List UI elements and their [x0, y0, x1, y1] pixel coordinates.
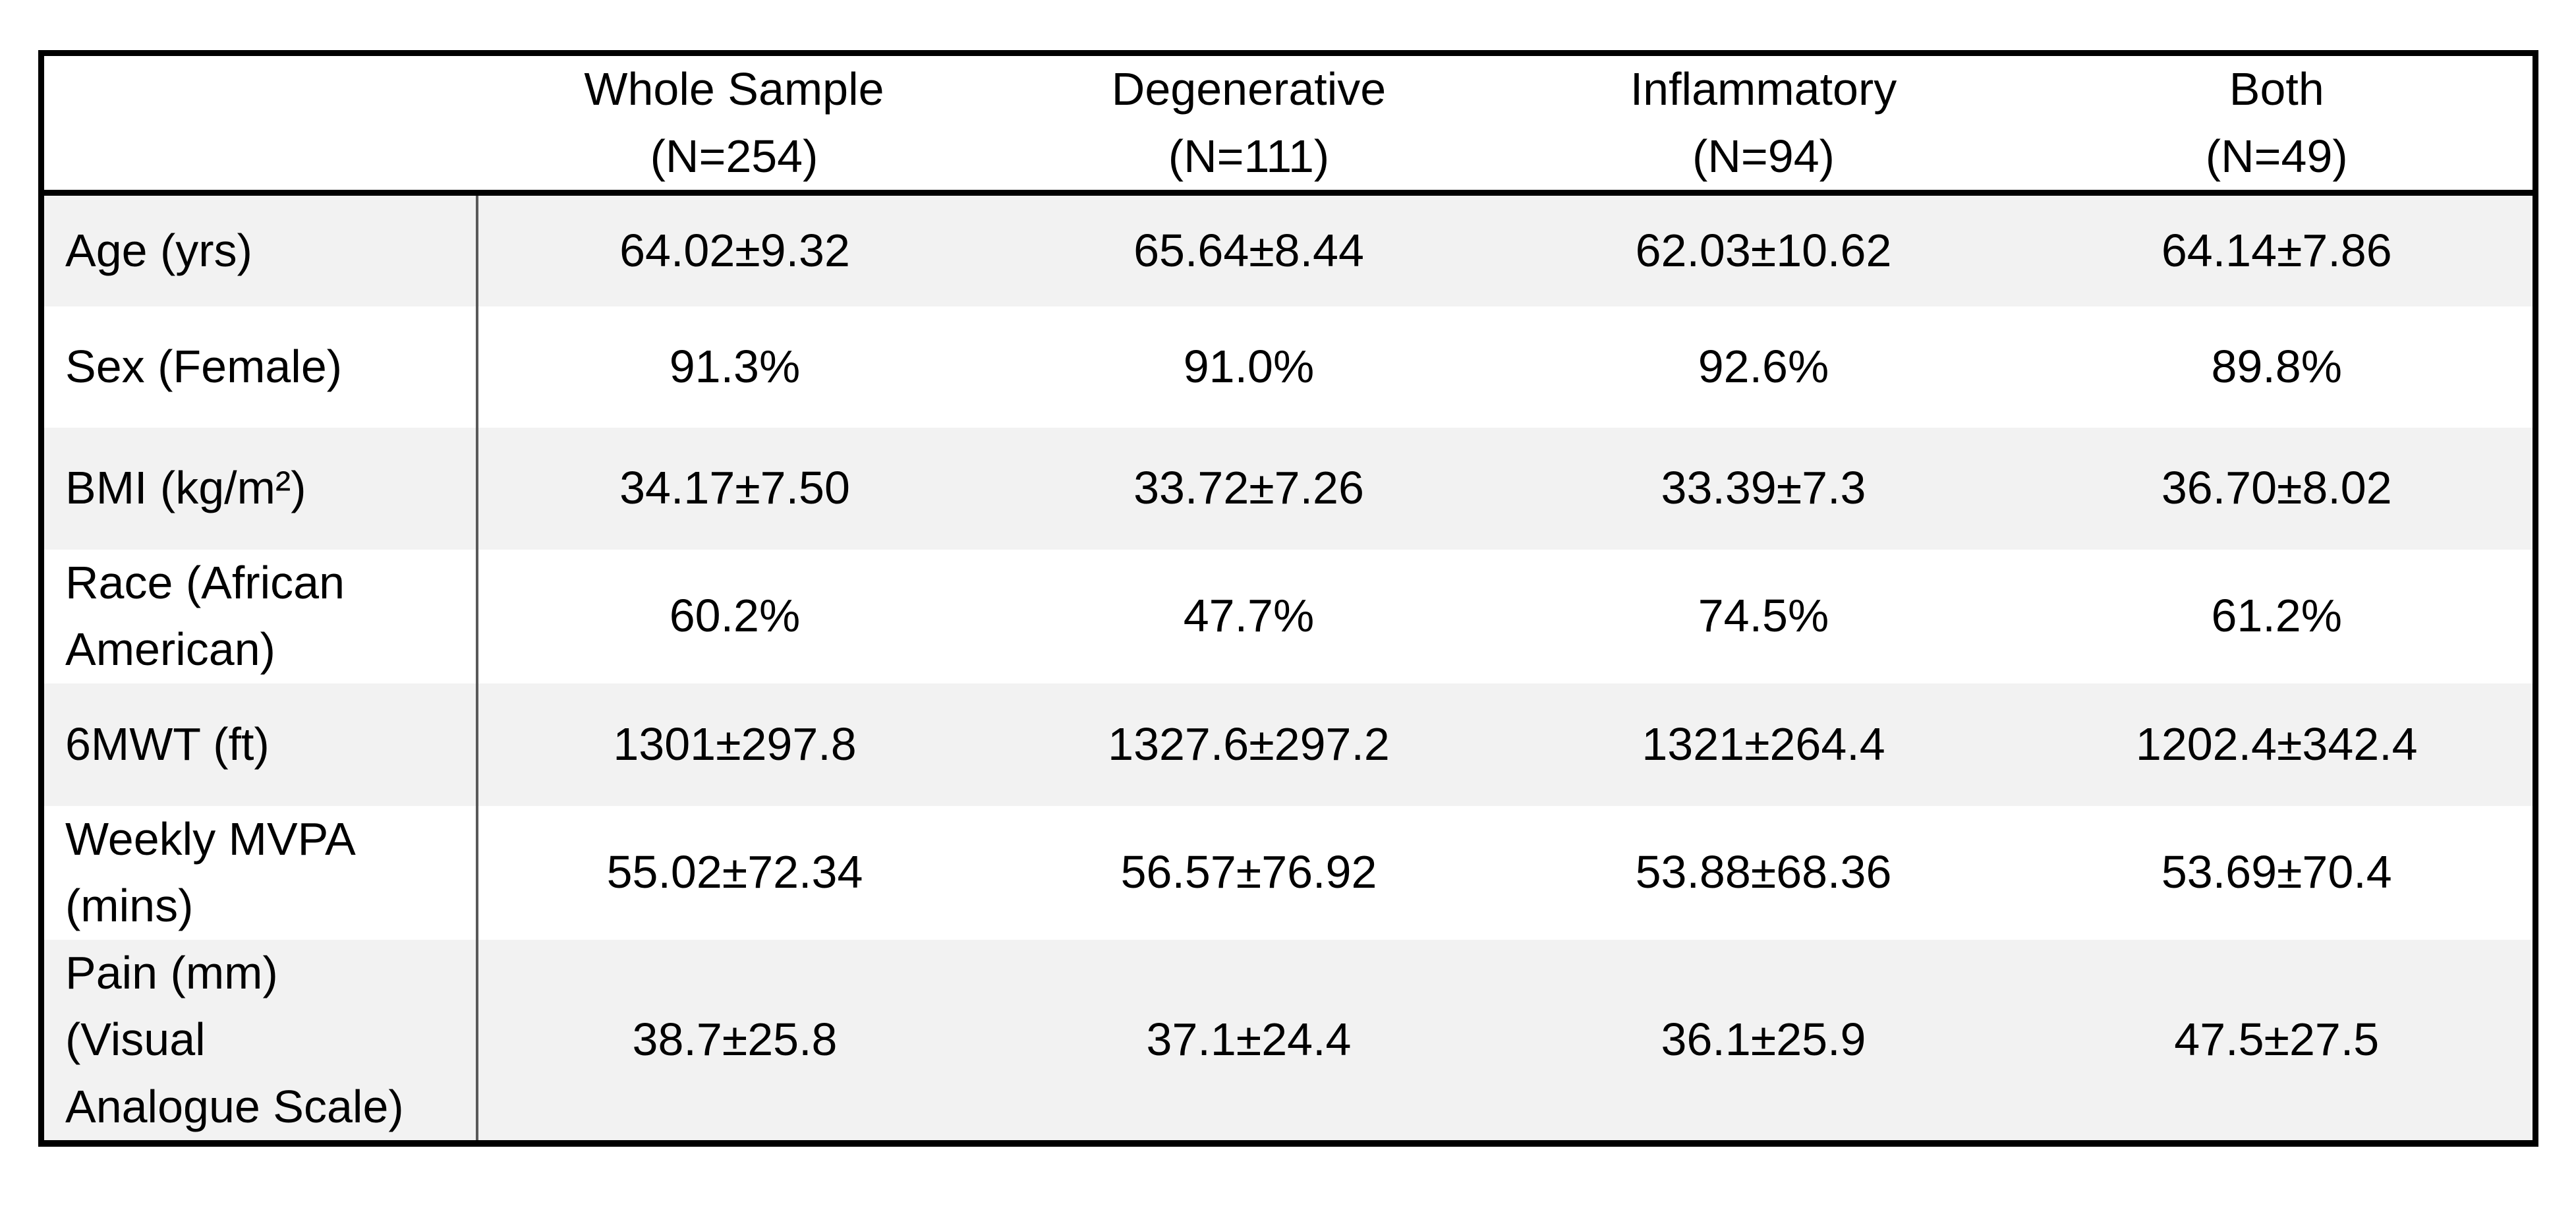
data-cell: 91.3%	[476, 306, 992, 428]
data-cell: 64.14±7.86	[2020, 192, 2536, 306]
row-label: Sex (Female)	[41, 306, 478, 428]
data-cell: 34.17±7.50	[476, 427, 992, 550]
data-cell: 65.64±8.44	[991, 192, 1506, 306]
table-row-race: Race (African American) 60.2% 47.7% 74.5…	[41, 549, 2536, 683]
table-row-6mwt: 6MWT (ft) 1301±297.8 1327.6±297.2 1321±2…	[41, 683, 2536, 806]
table-body: Age (yrs) 64.02±9.32 65.64±8.44 62.03±10…	[41, 192, 2536, 1143]
column-header-both: Both (N=49)	[2020, 53, 2536, 196]
data-cell: 91.0%	[991, 306, 1506, 428]
data-cell: 1321±264.4	[1506, 683, 2021, 806]
data-cell: 89.8%	[2020, 306, 2536, 428]
row-label: BMI (kg/m²)	[41, 427, 478, 550]
column-header-inflammatory: Inflammatory (N=94)	[1506, 53, 2021, 196]
data-cell: 1327.6±297.2	[991, 683, 1506, 806]
data-cell: 1301±297.8	[476, 683, 992, 806]
table-row-sex: Sex (Female) 91.3% 91.0% 92.6% 89.8%	[41, 306, 2536, 428]
column-header-whole-sample: Whole Sample (N=254)	[476, 53, 992, 196]
data-cell: 62.03±10.62	[1506, 192, 2021, 306]
table-row-age: Age (yrs) 64.02±9.32 65.64±8.44 62.03±10…	[41, 192, 2536, 306]
column-header-degenerative: Degenerative (N=111)	[991, 53, 1506, 196]
data-cell: 74.5%	[1506, 549, 2021, 683]
table-row-pain: Pain (mm) (Visual Analogue Scale) 38.7±2…	[41, 939, 2536, 1143]
row-label: 6MWT (ft)	[41, 683, 478, 806]
data-cell: 64.02±9.32	[476, 192, 992, 306]
data-cell: 36.70±8.02	[2020, 427, 2536, 550]
data-cell: 33.39±7.3	[1506, 427, 2021, 550]
data-cell: 47.5±27.5	[2020, 939, 2536, 1143]
data-cell: 53.69±70.4	[2020, 805, 2536, 940]
data-cell: 1202.4±342.4	[2020, 683, 2536, 806]
demographics-table: Whole Sample (N=254) Degenerative (N=111…	[38, 50, 2538, 1147]
data-cell: 61.2%	[2020, 549, 2536, 683]
table-row-weekly-mvpa: Weekly MVPA (mins) 55.02±72.34 56.57±76.…	[41, 805, 2536, 940]
data-cell: 60.2%	[476, 549, 992, 683]
row-label: Race (African American)	[41, 549, 478, 683]
row-label: Weekly MVPA (mins)	[41, 805, 478, 940]
data-cell: 38.7±25.8	[476, 939, 992, 1143]
header-row: Whole Sample (N=254) Degenerative (N=111…	[41, 53, 2536, 196]
data-cell: 92.6%	[1506, 306, 2021, 428]
data-cell: 47.7%	[991, 549, 1506, 683]
data-cell: 33.72±7.26	[991, 427, 1506, 550]
table-header: Whole Sample (N=254) Degenerative (N=111…	[41, 53, 2536, 196]
row-label: Age (yrs)	[41, 192, 478, 306]
data-cell: 37.1±24.4	[991, 939, 1506, 1143]
row-label: Pain (mm) (Visual Analogue Scale)	[41, 939, 478, 1143]
table-row-bmi: BMI (kg/m²) 34.17±7.50 33.72±7.26 33.39±…	[41, 427, 2536, 550]
header-empty-cell	[41, 53, 477, 196]
data-cell: 36.1±25.9	[1506, 939, 2021, 1143]
data-cell: 55.02±72.34	[476, 805, 992, 940]
data-cell: 56.57±76.92	[991, 805, 1506, 940]
data-cell: 53.88±68.36	[1506, 805, 2021, 940]
